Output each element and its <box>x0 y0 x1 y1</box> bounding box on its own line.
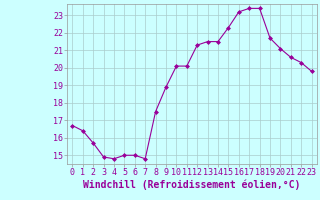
X-axis label: Windchill (Refroidissement éolien,°C): Windchill (Refroidissement éolien,°C) <box>83 180 301 190</box>
